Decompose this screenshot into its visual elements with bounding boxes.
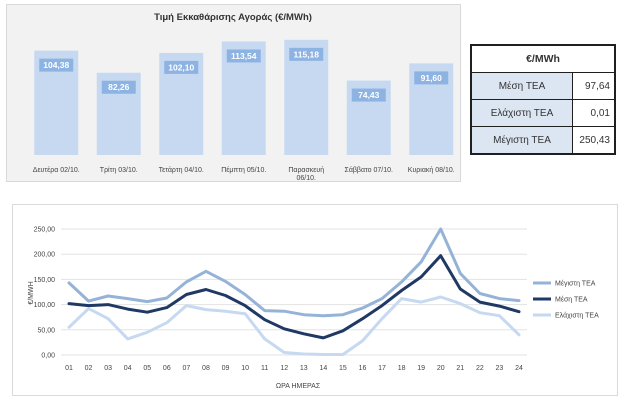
line-chart-panel: €/MWH ΩΡΑ ΗΜΕΡΑΣ 0,00 50,00 100,00 150,00 20…: [12, 204, 618, 396]
x-tick-label: 09: [222, 365, 230, 372]
x-tick-label: 14: [319, 365, 327, 372]
bar-value-label: 113,54: [231, 51, 257, 61]
x-tick-label: 10: [241, 365, 249, 372]
x-tick-label: 23: [496, 365, 504, 372]
x-tick-label: 01: [65, 365, 73, 372]
bar-category-label: 06/10.: [297, 175, 317, 181]
stats-label: Μέγιστη ΤΕΑ: [470, 126, 573, 155]
bar-category-label: Τρίτη 03/10.: [100, 166, 138, 174]
x-tick-label: 08: [202, 365, 210, 372]
series-line: [67, 254, 521, 340]
x-tick-label: 02: [85, 365, 93, 372]
stats-label: Μέση ΤΕΑ: [470, 72, 573, 100]
x-tick-label: 07: [182, 365, 190, 372]
y-axis-label: €/MWH: [28, 281, 35, 304]
bar-value-label-bg: [226, 49, 261, 63]
bar-chart-title: Τιμή Εκκαθάρισης Αγοράς (€/MWh): [154, 12, 312, 23]
bar-category-label: Πέμπτη 05/10.: [221, 166, 266, 174]
stats-row-min: Ελάχιστη ΤΕΑ 0,01: [470, 99, 616, 127]
x-tick-label: 17: [378, 365, 386, 372]
bar-value-label-bg: [39, 58, 74, 72]
stats-value: 0,01: [572, 99, 616, 127]
y-tick-label: 0,00: [41, 353, 55, 360]
line-chart: €/MWH ΩΡΑ ΗΜΕΡΑΣ 0,00 50,00 100,00 150,00 20…: [28, 227, 599, 391]
y-tick-label: 200,00: [34, 252, 56, 259]
bar-category-label: Τετάρτη 04/10.: [159, 166, 204, 174]
bar-chart: Τιμή Εκκαθάρισης Αγοράς (€/MWh) 104,38 Δε…: [33, 12, 455, 182]
bar-value-label-bg: [101, 80, 136, 94]
bar-value-label-bg: [414, 71, 449, 85]
bar-chart-panel: Τιμή Εκκαθάρισης Αγοράς (€/MWh) 104,38 Δε…: [6, 4, 461, 182]
bar-category-label: Κυριακή 08/10.: [408, 167, 455, 174]
bar-value-label: 115,18: [293, 49, 319, 59]
stats-label: Ελάχιστη ΤΕΑ: [470, 99, 573, 127]
x-tick-label: 18: [398, 365, 406, 372]
y-tick-label: 250,00: [34, 227, 56, 234]
x-tick-label: 22: [476, 365, 484, 372]
x-tick-label: 04: [124, 365, 132, 372]
legend-label: Ελάχιστη ΤΕΑ: [555, 312, 599, 320]
y-tick-label: 150,00: [34, 277, 56, 284]
x-tick-label: 20: [437, 365, 445, 372]
x-tick-label: 21: [456, 365, 464, 372]
bar-value-label: 74,43: [358, 90, 380, 100]
stats-header: €/MWh: [470, 44, 616, 73]
bar-value-label-bg: [289, 47, 324, 61]
bar-value-label-bg: [351, 88, 386, 102]
y-tick-label: 100,00: [34, 302, 56, 309]
bar-value-label: 104,38: [43, 60, 69, 70]
series-line: [67, 295, 521, 356]
legend-label: Μέγιστη ΤΕΑ: [555, 280, 596, 288]
legend-label: Μέση ΤΕΑ: [555, 296, 588, 304]
bar-value-label: 91,60: [421, 73, 443, 83]
x-axis-label: ΩΡΑ ΗΜΕΡΑΣ: [276, 383, 321, 390]
x-tick-label: 12: [280, 365, 288, 372]
x-tick-label: 05: [143, 365, 151, 372]
stats-value: 250,43: [572, 126, 616, 155]
bar-category-label: Δευτέρα 02/10.: [33, 166, 80, 174]
series-line: [67, 227, 521, 318]
x-tick-label: 13: [300, 365, 308, 372]
bar-category-label: Σάββατο 07/10.: [345, 166, 393, 174]
bar-value-label-bg: [164, 60, 199, 74]
x-tick-label: 16: [359, 365, 367, 372]
y-tick-label: 50,00: [37, 327, 55, 334]
stats-row-max: Μέγιστη ΤΕΑ 250,43: [470, 126, 616, 155]
stats-row-mean: Μέση ΤΕΑ 97,64: [470, 72, 616, 100]
stats-value: 97,64: [572, 72, 616, 100]
bar-category-label: Παρασκευή: [288, 167, 324, 174]
x-tick-label: 06: [163, 365, 171, 372]
stats-header-row: €/MWh: [470, 44, 616, 73]
bar-value-label: 82,26: [108, 82, 130, 92]
x-tick-label: 19: [417, 365, 425, 372]
bar-value-label: 102,10: [168, 62, 194, 72]
x-tick-label: 03: [104, 365, 112, 372]
x-tick-label: 15: [339, 365, 347, 372]
x-tick-label: 24: [515, 365, 523, 372]
stats-table: €/MWh Μέση ΤΕΑ 97,64 Ελάχιστη ΤΕΑ 0,01 Μ…: [470, 44, 616, 155]
x-tick-label: 11: [261, 365, 268, 372]
